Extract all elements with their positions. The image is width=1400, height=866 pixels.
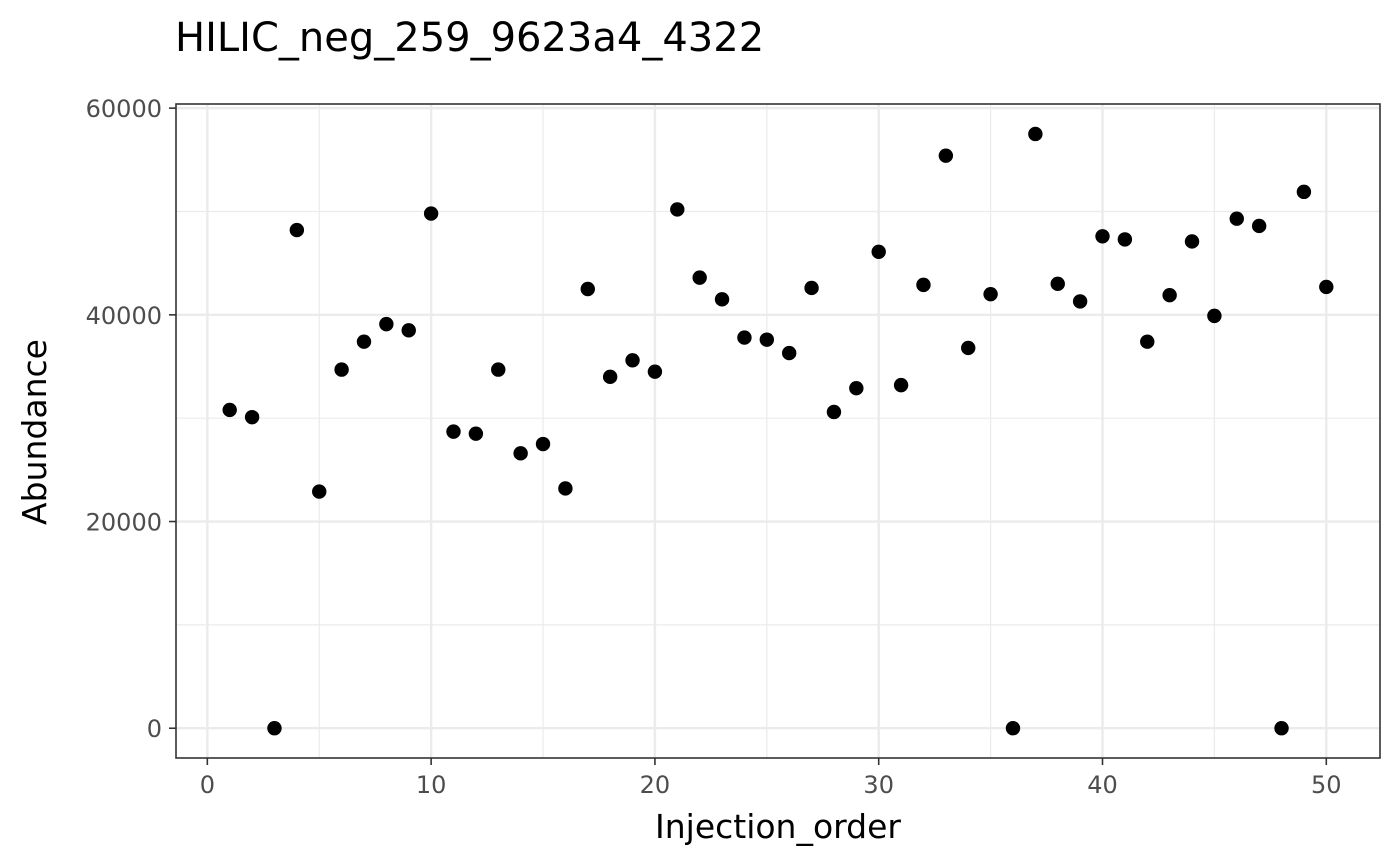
data-point [580,281,595,297]
data-point [647,364,663,379]
data-point [513,446,528,461]
axes: 0 10 20 30 40 50 0 20000 40000 60000 [86,95,1342,799]
data-point [1140,334,1155,349]
data-points [222,126,1334,736]
y-tick-label: 20000 [86,509,162,537]
data-point [244,409,260,425]
data-point [401,323,416,338]
data-point [961,340,976,356]
y-tick-label: 40000 [86,302,162,330]
data-point [804,280,819,296]
data-point [446,424,461,439]
data-point [1028,126,1043,142]
chart-title: HILIC_neg_259_9623a4_4322 [175,15,764,61]
data-point [1162,287,1177,303]
data-point [1184,234,1200,249]
data-point [312,484,327,499]
data-point [714,292,730,307]
data-point [1072,294,1088,309]
data-point [334,362,349,377]
data-point [849,381,864,396]
data-point [356,334,372,349]
data-point [893,377,909,393]
x-tick-label: 0 [200,771,215,799]
y-axis-title: Abundance [15,339,54,525]
data-point [692,270,707,285]
data-point [826,404,842,420]
y-tick-label: 0 [147,715,162,743]
data-point [938,148,954,163]
data-point [535,436,551,452]
data-point [1207,308,1222,324]
data-point [1095,229,1110,244]
y-tick-label: 60000 [86,95,162,123]
data-point [759,332,775,347]
x-tick-label: 20 [640,771,671,799]
data-point [625,353,640,368]
x-tick-label: 50 [1311,771,1342,799]
data-point [1050,276,1065,292]
plot-panel-border [175,103,1381,759]
data-point [379,316,394,332]
data-point [871,244,886,259]
data-point [916,277,931,293]
data-point [267,721,282,736]
data-point [1229,211,1244,226]
data-point [781,345,797,361]
data-point [289,222,305,238]
gridlines [176,104,1380,758]
data-point [1005,721,1021,736]
data-point [1274,721,1289,736]
x-tick-label: 30 [863,771,894,799]
data-point [983,286,998,302]
x-tick-label: 40 [1087,771,1118,799]
x-tick-label: 10 [416,771,447,799]
data-point [1296,184,1312,200]
data-point [1251,218,1267,234]
data-point [468,426,484,441]
data-point [1319,279,1334,295]
data-point [423,206,439,221]
data-point [670,202,685,217]
data-point [1117,232,1133,247]
data-point [491,362,506,377]
data-point [602,369,618,385]
data-point [737,330,752,345]
x-axis-title: Injection_order [655,807,901,846]
data-point [222,402,237,418]
data-point [558,481,573,496]
